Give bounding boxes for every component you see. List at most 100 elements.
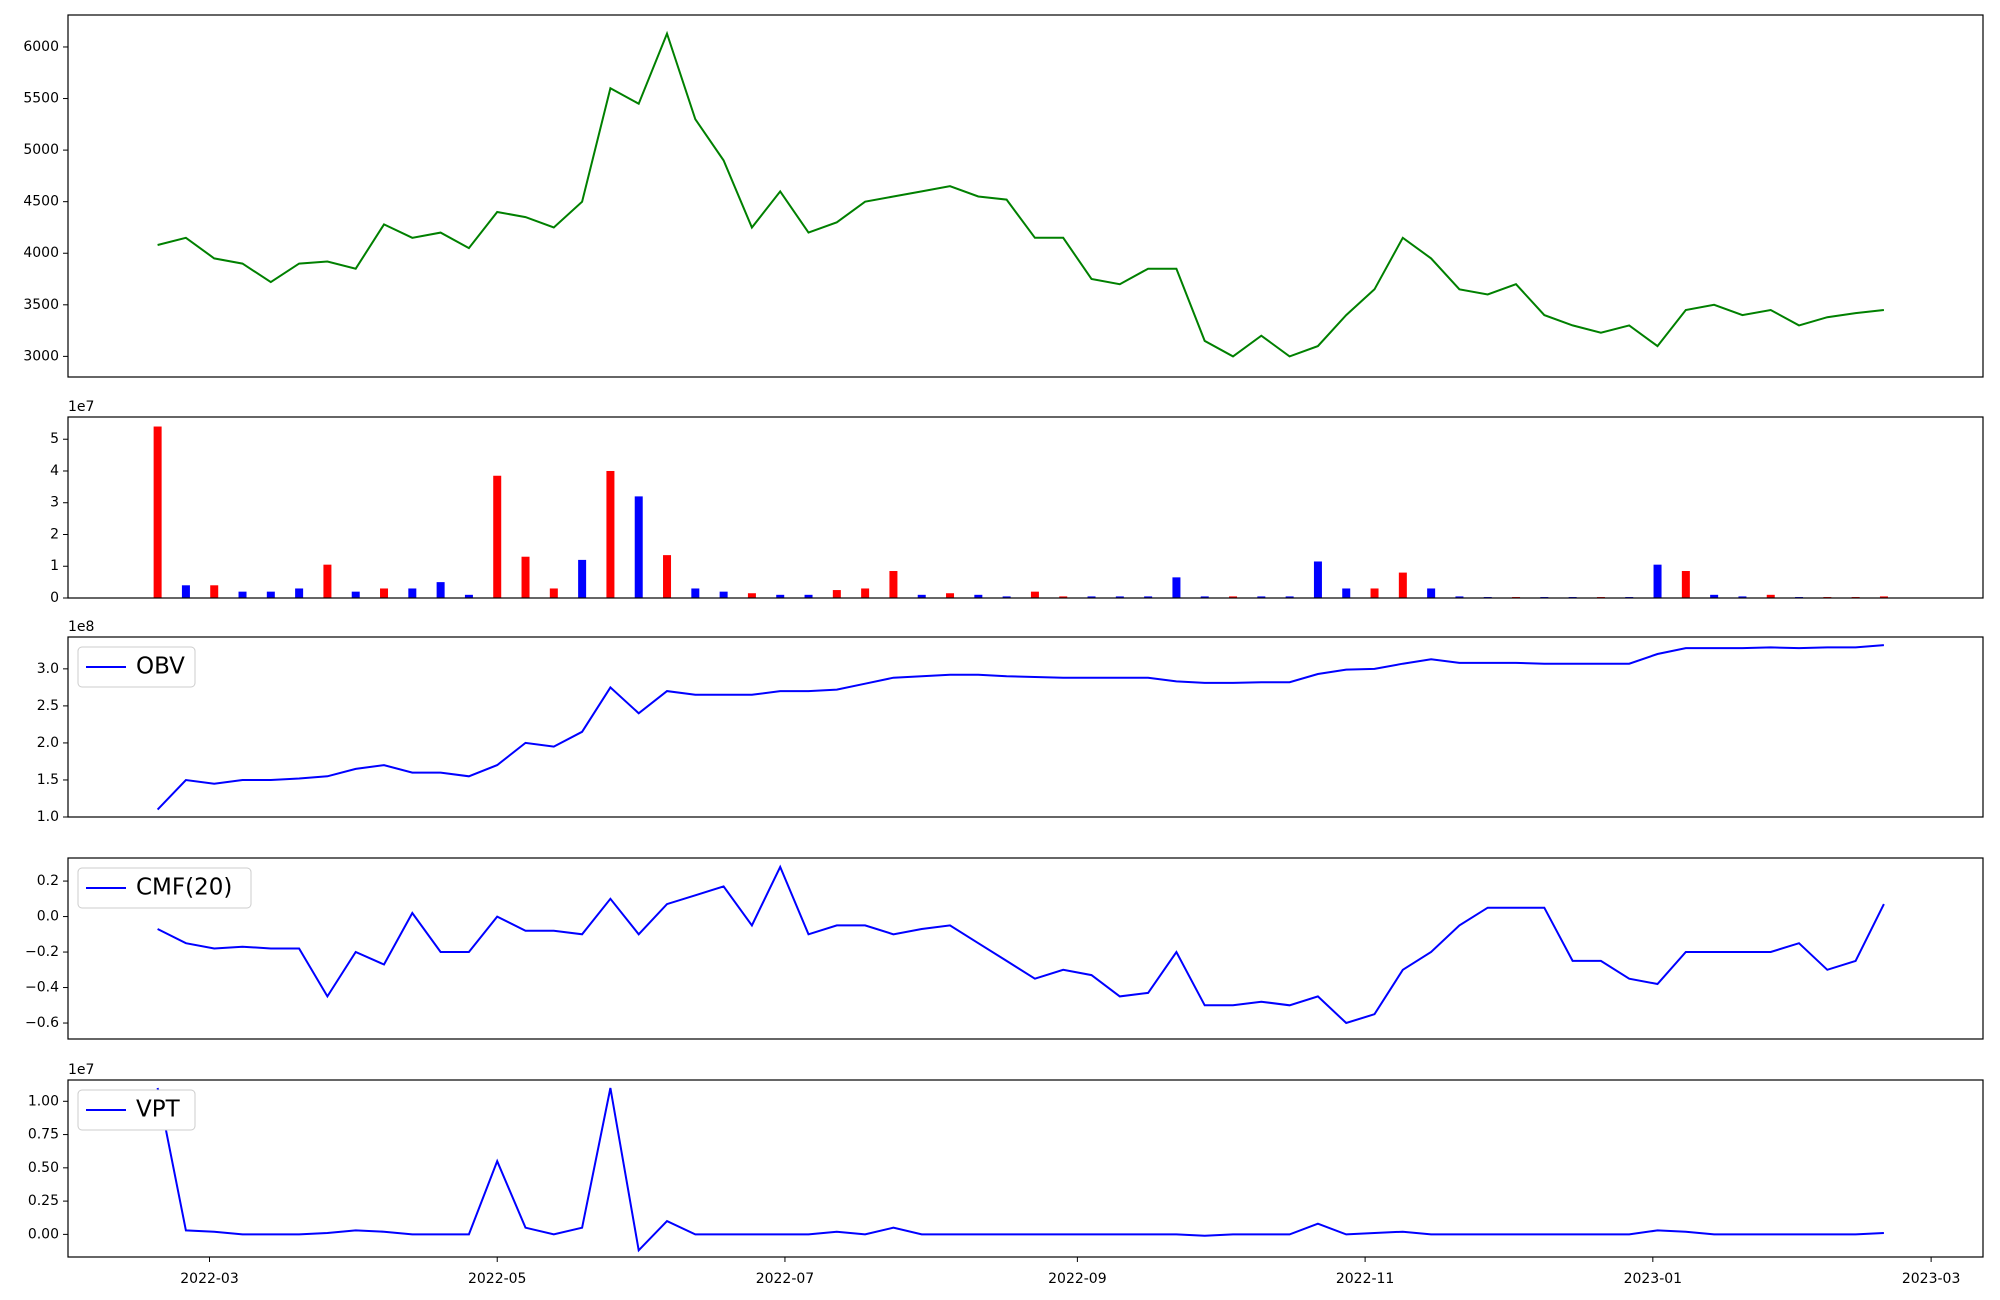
bar [295,588,304,598]
bar [917,594,926,598]
y-tick-label: −0.4 [25,980,59,996]
x-tick-label: 2022-03 [180,1271,239,1287]
bar [436,582,445,598]
y-tick-label: 3500 [23,297,59,313]
bar [1257,596,1266,598]
bar [861,588,870,598]
bar [832,590,841,598]
y-tick-label: 0.75 [28,1127,59,1143]
bar [380,588,389,598]
bar [323,564,332,598]
bar [1200,596,1209,598]
legend-box [77,646,196,688]
bar [1172,577,1181,598]
bar [663,555,672,598]
bar [1398,572,1407,598]
y-tick-label: 0.50 [28,1160,59,1176]
x-tick-label: 2023-01 [1624,1271,1683,1287]
y-tick-label: 1.0 [37,809,59,825]
bar [238,591,247,598]
x-tick-label: 2023-03 [1902,1271,1961,1287]
bar [1653,564,1662,598]
y-tick-label: 2.0 [37,735,59,751]
bar [1681,571,1690,598]
bar [719,591,728,598]
bar [266,591,275,598]
legend-box [77,1089,196,1131]
legend-label: CMF(20) [136,875,232,901]
plot-frame [67,416,1984,599]
y-tick-label: 5000 [23,142,59,158]
bar [1285,596,1294,598]
bar [493,475,502,598]
bar [210,585,219,598]
bar [1370,588,1379,598]
bar [1710,594,1719,598]
bar [1229,596,1238,598]
legend-label: OBV [136,654,185,680]
y-tick-label: 5500 [23,91,59,107]
bar [1766,594,1775,598]
y-tick-label: −0.2 [25,944,59,960]
y-tick-label: 0 [50,590,59,606]
axis-offset-label: 1e7 [68,399,94,415]
y-tick-label: 1.00 [28,1093,59,1109]
y-tick-label: 4 [50,463,59,479]
bar [1144,596,1153,598]
bar [153,426,162,598]
plot-frame [67,857,1984,1040]
y-tick-label: 4500 [23,194,59,210]
axis-offset-label: 1e8 [68,619,94,635]
bar [691,588,700,598]
y-tick-label: 4000 [23,245,59,261]
data-line [157,30,1885,358]
bar [634,496,643,598]
y-tick-label: 2 [50,526,59,542]
bar [1313,561,1322,598]
data-line [156,644,1884,811]
bar [549,588,558,598]
bar [606,470,615,598]
bar [1059,596,1068,598]
data-line [156,1087,1884,1253]
y-tick-label: 0.25 [28,1193,59,1209]
y-tick-label: 5 [50,431,59,447]
plot-frame [67,1079,1984,1258]
legend-label: VPT [136,1097,181,1123]
legend-box [77,867,252,909]
bar [578,559,587,598]
y-tick-label: 0.0 [37,909,59,925]
bar [408,588,417,598]
y-tick-label: −0.6 [25,1015,59,1031]
y-tick-label: 0.00 [28,1226,59,1242]
bar [1738,596,1747,598]
bar [946,593,955,598]
y-tick-label: 2.5 [37,698,59,714]
plot-frame [67,636,1984,818]
bar [1002,596,1011,598]
bar [1879,596,1888,598]
plot-frame [67,14,1984,378]
bar [464,594,473,598]
bar [974,594,983,598]
bar [1115,596,1124,598]
x-tick-label: 2022-07 [756,1271,815,1287]
bar [181,585,190,598]
bar [1030,591,1039,598]
y-tick-label: 6000 [23,39,59,55]
bar [351,591,360,598]
axis-offset-label: 1e7 [68,1062,94,1078]
bar [1087,596,1096,598]
data-line [157,864,1885,1025]
bar [1427,588,1436,598]
x-tick-label: 2022-11 [1336,1271,1395,1287]
bar [1342,588,1351,598]
y-tick-label: 1 [50,558,59,574]
y-tick-label: 1.5 [37,772,59,788]
x-tick-label: 2022-09 [1048,1271,1107,1287]
y-tick-label: 3000 [23,348,59,364]
y-tick-label: 3 [50,495,59,511]
y-tick-label: 3.0 [37,661,59,677]
bar [521,556,530,598]
